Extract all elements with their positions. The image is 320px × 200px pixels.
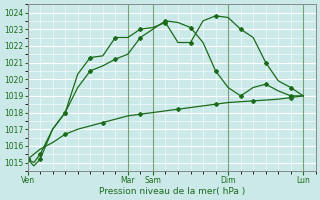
X-axis label: Pression niveau de la mer( hPa ): Pression niveau de la mer( hPa ) (99, 187, 245, 196)
